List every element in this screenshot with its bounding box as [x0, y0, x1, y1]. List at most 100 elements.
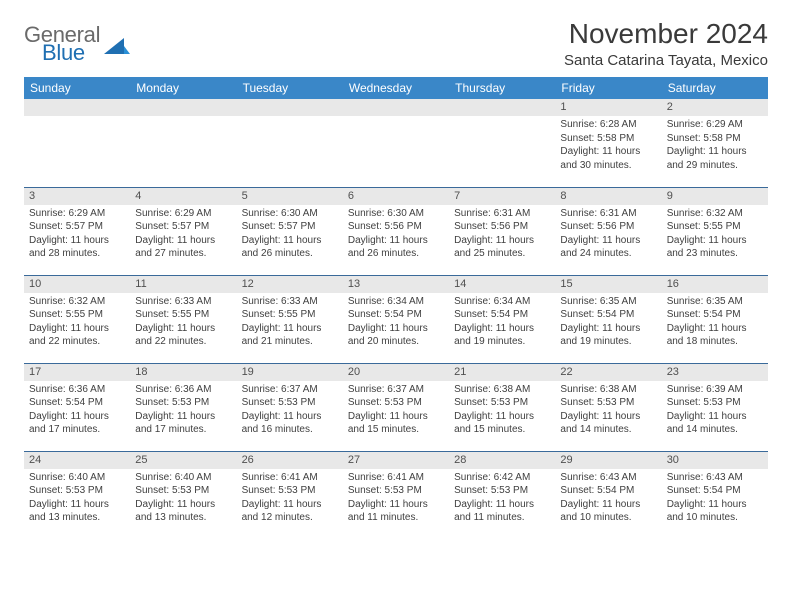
sunset-text: Sunset: 5:58 PM — [667, 132, 763, 146]
day-number: 20 — [343, 364, 449, 381]
daylight-text: Daylight: 11 hours and 10 minutes. — [667, 498, 763, 525]
day-details: Sunrise: 6:30 AMSunset: 5:56 PMDaylight:… — [343, 205, 449, 264]
daylight-text: Daylight: 11 hours and 19 minutes. — [560, 322, 656, 349]
brand-logo: General Blue — [24, 24, 130, 64]
weekday-header: Monday — [130, 77, 236, 99]
day-details: Sunrise: 6:33 AMSunset: 5:55 PMDaylight:… — [130, 293, 236, 352]
sunrise-text: Sunrise: 6:33 AM — [242, 295, 338, 309]
weekday-header: Wednesday — [343, 77, 449, 99]
daylight-text: Daylight: 11 hours and 26 minutes. — [242, 234, 338, 261]
sunrise-text: Sunrise: 6:34 AM — [454, 295, 550, 309]
day-number: 29 — [555, 452, 661, 469]
day-number: 10 — [24, 276, 130, 293]
day-number: 4 — [130, 188, 236, 205]
calendar-day-cell: 12Sunrise: 6:33 AMSunset: 5:55 PMDayligh… — [237, 275, 343, 363]
daylight-text: Daylight: 11 hours and 15 minutes. — [348, 410, 444, 437]
day-number: 12 — [237, 276, 343, 293]
sunset-text: Sunset: 5:57 PM — [29, 220, 125, 234]
sunrise-text: Sunrise: 6:32 AM — [29, 295, 125, 309]
daylight-text: Daylight: 11 hours and 18 minutes. — [667, 322, 763, 349]
calendar-day-cell: 15Sunrise: 6:35 AMSunset: 5:54 PMDayligh… — [555, 275, 661, 363]
sunset-text: Sunset: 5:55 PM — [135, 308, 231, 322]
sunrise-text: Sunrise: 6:35 AM — [560, 295, 656, 309]
daylight-text: Daylight: 11 hours and 12 minutes. — [242, 498, 338, 525]
sunrise-text: Sunrise: 6:28 AM — [560, 118, 656, 132]
calendar-day-cell: 16Sunrise: 6:35 AMSunset: 5:54 PMDayligh… — [662, 275, 768, 363]
calendar-day-cell — [237, 99, 343, 187]
daylight-text: Daylight: 11 hours and 15 minutes. — [454, 410, 550, 437]
calendar-day-cell: 30Sunrise: 6:43 AMSunset: 5:54 PMDayligh… — [662, 451, 768, 539]
calendar-day-cell — [449, 99, 555, 187]
sunset-text: Sunset: 5:54 PM — [348, 308, 444, 322]
calendar-day-cell: 11Sunrise: 6:33 AMSunset: 5:55 PMDayligh… — [130, 275, 236, 363]
sunrise-text: Sunrise: 6:29 AM — [667, 118, 763, 132]
sunrise-text: Sunrise: 6:34 AM — [348, 295, 444, 309]
day-number: 26 — [237, 452, 343, 469]
logo-text: General Blue — [24, 24, 100, 64]
sunrise-text: Sunrise: 6:38 AM — [454, 383, 550, 397]
day-number — [24, 99, 130, 116]
day-details: Sunrise: 6:42 AMSunset: 5:53 PMDaylight:… — [449, 469, 555, 528]
daylight-text: Daylight: 11 hours and 21 minutes. — [242, 322, 338, 349]
calendar-day-cell — [343, 99, 449, 187]
daylight-text: Daylight: 11 hours and 17 minutes. — [29, 410, 125, 437]
sunset-text: Sunset: 5:53 PM — [560, 396, 656, 410]
calendar-day-cell — [24, 99, 130, 187]
day-number: 23 — [662, 364, 768, 381]
day-details: Sunrise: 6:31 AMSunset: 5:56 PMDaylight:… — [449, 205, 555, 264]
day-details: Sunrise: 6:29 AMSunset: 5:57 PMDaylight:… — [24, 205, 130, 264]
day-details: Sunrise: 6:39 AMSunset: 5:53 PMDaylight:… — [662, 381, 768, 440]
calendar-page: General Blue November 2024 Santa Catarin… — [0, 0, 792, 612]
daylight-text: Daylight: 11 hours and 24 minutes. — [560, 234, 656, 261]
day-details: Sunrise: 6:34 AMSunset: 5:54 PMDaylight:… — [449, 293, 555, 352]
weekday-header: Saturday — [662, 77, 768, 99]
day-number — [343, 99, 449, 116]
sunrise-text: Sunrise: 6:39 AM — [667, 383, 763, 397]
day-details: Sunrise: 6:38 AMSunset: 5:53 PMDaylight:… — [449, 381, 555, 440]
header: General Blue November 2024 Santa Catarin… — [24, 18, 768, 69]
sunrise-text: Sunrise: 6:43 AM — [560, 471, 656, 485]
calendar-day-cell: 20Sunrise: 6:37 AMSunset: 5:53 PMDayligh… — [343, 363, 449, 451]
daylight-text: Daylight: 11 hours and 23 minutes. — [667, 234, 763, 261]
title-block: November 2024 Santa Catarina Tayata, Mex… — [564, 18, 768, 69]
day-number: 22 — [555, 364, 661, 381]
calendar-week-row: 1Sunrise: 6:28 AMSunset: 5:58 PMDaylight… — [24, 99, 768, 187]
day-details: Sunrise: 6:38 AMSunset: 5:53 PMDaylight:… — [555, 381, 661, 440]
calendar-head: Sunday Monday Tuesday Wednesday Thursday… — [24, 77, 768, 99]
calendar-table: Sunday Monday Tuesday Wednesday Thursday… — [24, 77, 768, 539]
sunset-text: Sunset: 5:56 PM — [560, 220, 656, 234]
daylight-text: Daylight: 11 hours and 19 minutes. — [454, 322, 550, 349]
sunset-text: Sunset: 5:53 PM — [135, 484, 231, 498]
day-details: Sunrise: 6:34 AMSunset: 5:54 PMDaylight:… — [343, 293, 449, 352]
day-number: 24 — [24, 452, 130, 469]
sunset-text: Sunset: 5:55 PM — [29, 308, 125, 322]
calendar-day-cell: 1Sunrise: 6:28 AMSunset: 5:58 PMDaylight… — [555, 99, 661, 187]
calendar-day-cell: 23Sunrise: 6:39 AMSunset: 5:53 PMDayligh… — [662, 363, 768, 451]
sunset-text: Sunset: 5:58 PM — [560, 132, 656, 146]
day-details: Sunrise: 6:37 AMSunset: 5:53 PMDaylight:… — [237, 381, 343, 440]
calendar-day-cell: 27Sunrise: 6:41 AMSunset: 5:53 PMDayligh… — [343, 451, 449, 539]
day-number: 14 — [449, 276, 555, 293]
weekday-header: Tuesday — [237, 77, 343, 99]
sunrise-text: Sunrise: 6:41 AM — [348, 471, 444, 485]
daylight-text: Daylight: 11 hours and 28 minutes. — [29, 234, 125, 261]
logo-triangle-icon — [104, 36, 130, 56]
day-number: 27 — [343, 452, 449, 469]
day-details: Sunrise: 6:36 AMSunset: 5:54 PMDaylight:… — [24, 381, 130, 440]
sunset-text: Sunset: 5:57 PM — [242, 220, 338, 234]
sunrise-text: Sunrise: 6:36 AM — [29, 383, 125, 397]
calendar-day-cell: 2Sunrise: 6:29 AMSunset: 5:58 PMDaylight… — [662, 99, 768, 187]
sunrise-text: Sunrise: 6:36 AM — [135, 383, 231, 397]
logo-word-blue: Blue — [42, 42, 100, 64]
sunrise-text: Sunrise: 6:37 AM — [242, 383, 338, 397]
sunset-text: Sunset: 5:54 PM — [560, 308, 656, 322]
day-number — [237, 99, 343, 116]
day-details: Sunrise: 6:29 AMSunset: 5:57 PMDaylight:… — [130, 205, 236, 264]
daylight-text: Daylight: 11 hours and 29 minutes. — [667, 145, 763, 172]
calendar-day-cell: 4Sunrise: 6:29 AMSunset: 5:57 PMDaylight… — [130, 187, 236, 275]
sunset-text: Sunset: 5:54 PM — [454, 308, 550, 322]
daylight-text: Daylight: 11 hours and 10 minutes. — [560, 498, 656, 525]
day-number: 18 — [130, 364, 236, 381]
sunrise-text: Sunrise: 6:32 AM — [667, 207, 763, 221]
day-number: 28 — [449, 452, 555, 469]
